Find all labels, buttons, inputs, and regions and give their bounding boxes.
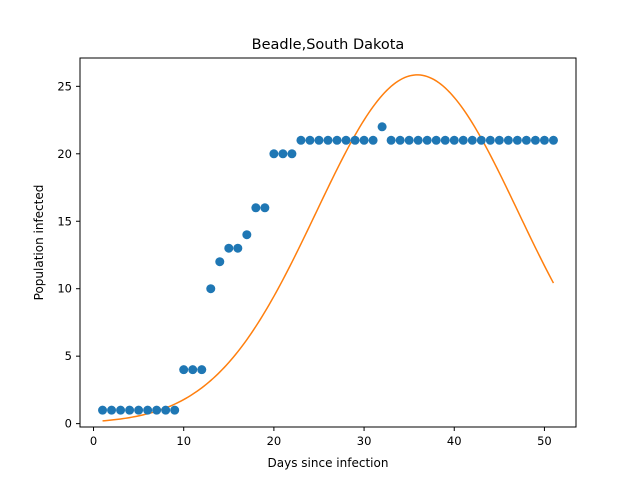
- scatter-point: [494, 135, 504, 145]
- fit-curve: [102, 74, 555, 422]
- x-axis-ticks: 0 10 20 30 40 50: [90, 427, 552, 448]
- y-tick-label: 25: [57, 79, 72, 93]
- scatter-point: [431, 135, 441, 145]
- scatter-point: [521, 135, 531, 145]
- scatter-point: [440, 135, 450, 145]
- scatter-point: [539, 135, 549, 145]
- scatter-point: [476, 135, 486, 145]
- scatter-point: [269, 149, 279, 159]
- scatter-point: [548, 135, 558, 145]
- scatter-point: [377, 122, 387, 132]
- scatter-point: [467, 135, 477, 145]
- scatter-point: [134, 405, 144, 415]
- scatter-point: [251, 203, 261, 213]
- scatter-point: [386, 135, 396, 145]
- scatter-point: [197, 365, 207, 375]
- scatter-point: [215, 257, 225, 267]
- y-axis-ticks: 0 5 10 15 20 25: [57, 79, 80, 431]
- scatter-point: [332, 135, 342, 145]
- y-tick-label: 5: [65, 349, 72, 363]
- y-tick-label: 10: [57, 282, 72, 296]
- fit-curve-layer: [102, 74, 555, 422]
- scatter-point: [485, 135, 495, 145]
- scatter-point: [323, 135, 333, 145]
- x-tick-label: 10: [176, 434, 191, 448]
- scatter-point: [260, 203, 270, 213]
- scatter-point: [314, 135, 324, 145]
- scatter-point: [98, 405, 108, 415]
- scatter-point: [206, 284, 216, 294]
- scatter-point: [179, 365, 189, 375]
- x-tick-label: 40: [447, 434, 462, 448]
- scatter-point: [170, 405, 180, 415]
- plot-area: [98, 74, 558, 422]
- x-tick-label: 0: [90, 434, 97, 448]
- scatter-point: [404, 135, 414, 145]
- x-tick-label: 20: [267, 434, 282, 448]
- scatter-point: [503, 135, 513, 145]
- scatter-point: [143, 405, 153, 415]
- scatter-point: [413, 135, 423, 145]
- scatter-point: [287, 149, 297, 159]
- chart-title: Beadle,South Dakota: [252, 37, 405, 53]
- scatter-point: [224, 243, 234, 253]
- y-tick-label: 20: [57, 147, 72, 161]
- scatter-point: [125, 405, 135, 415]
- y-tick-label: 15: [57, 214, 72, 228]
- scatter-point: [233, 243, 243, 253]
- scatter-point: [422, 135, 432, 145]
- scatter-point: [530, 135, 540, 145]
- scatter-point: [296, 135, 306, 145]
- scatter-point: [116, 405, 126, 415]
- y-tick-label: 0: [65, 417, 72, 431]
- scatter-point: [152, 405, 162, 415]
- y-axis-label: Population infected: [32, 185, 46, 301]
- scatter-point: [359, 135, 369, 145]
- scatter-point: [242, 230, 252, 240]
- scatter-point: [161, 405, 171, 415]
- scatter-point: [350, 135, 360, 145]
- scatter-point: [188, 365, 198, 375]
- scatter-points-layer: [98, 122, 558, 415]
- scatter-point: [458, 135, 468, 145]
- scatter-point: [341, 135, 351, 145]
- x-axis-label: Days since infection: [268, 456, 389, 470]
- scatter-point: [512, 135, 522, 145]
- x-tick-label: 30: [357, 434, 372, 448]
- scatter-point: [278, 149, 288, 159]
- scatter-point: [449, 135, 459, 145]
- scatter-point: [395, 135, 405, 145]
- scatter-point: [368, 135, 378, 145]
- x-tick-label: 50: [537, 434, 552, 448]
- scatter-point: [305, 135, 315, 145]
- axes-frame: [79, 57, 577, 428]
- scatter-point: [107, 405, 117, 415]
